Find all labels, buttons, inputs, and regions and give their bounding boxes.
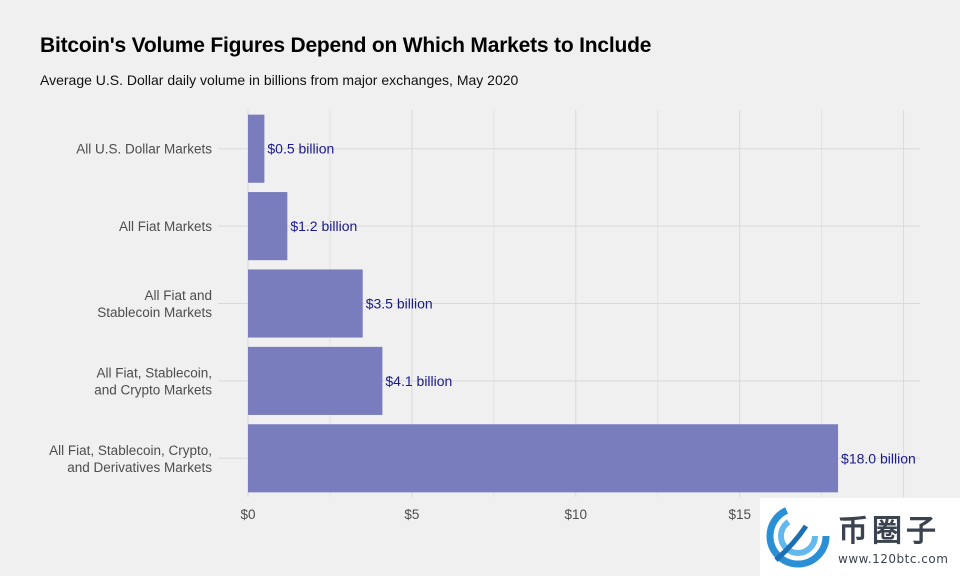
category-label: All Fiat, Stablecoin,	[96, 365, 212, 380]
bar	[248, 269, 363, 338]
watermark-url: www.120btc.com	[838, 552, 949, 566]
watermark-name: 币圈子	[838, 514, 940, 549]
bar-data-label: $3.5 billion	[366, 296, 433, 312]
chart-title: Bitcoin's Volume Figures Depend on Which…	[40, 34, 652, 57]
watermark-logo-icon	[766, 504, 830, 568]
category-label: and Crypto Markets	[94, 382, 212, 397]
bar-data-label: $18.0 billion	[841, 450, 916, 466]
category-label: and Derivatives Markets	[67, 460, 212, 475]
bar-data-label: $0.5 billion	[267, 141, 334, 157]
category-label: All Fiat and	[144, 288, 212, 303]
x-tick-label: $5	[404, 507, 419, 522]
x-tick-label: $15	[728, 507, 751, 522]
chart-subtitle: Average U.S. Dollar daily volume in bill…	[40, 72, 519, 88]
category-label: Stablecoin Markets	[97, 305, 212, 320]
bar	[248, 114, 265, 183]
x-tick-label: $0	[240, 507, 255, 522]
watermark: 币圈子 www.120btc.com	[760, 498, 960, 576]
bar-data-label: $4.1 billion	[385, 373, 452, 389]
bar	[248, 192, 288, 261]
bar	[248, 424, 839, 493]
category-label: All Fiat Markets	[119, 219, 212, 234]
bar	[248, 346, 383, 415]
bar-data-label: $1.2 billion	[290, 218, 357, 234]
x-tick-label: $10	[565, 507, 588, 522]
category-label: All U.S. Dollar Markets	[76, 142, 212, 157]
category-label: All Fiat, Stablecoin, Crypto,	[49, 443, 212, 458]
